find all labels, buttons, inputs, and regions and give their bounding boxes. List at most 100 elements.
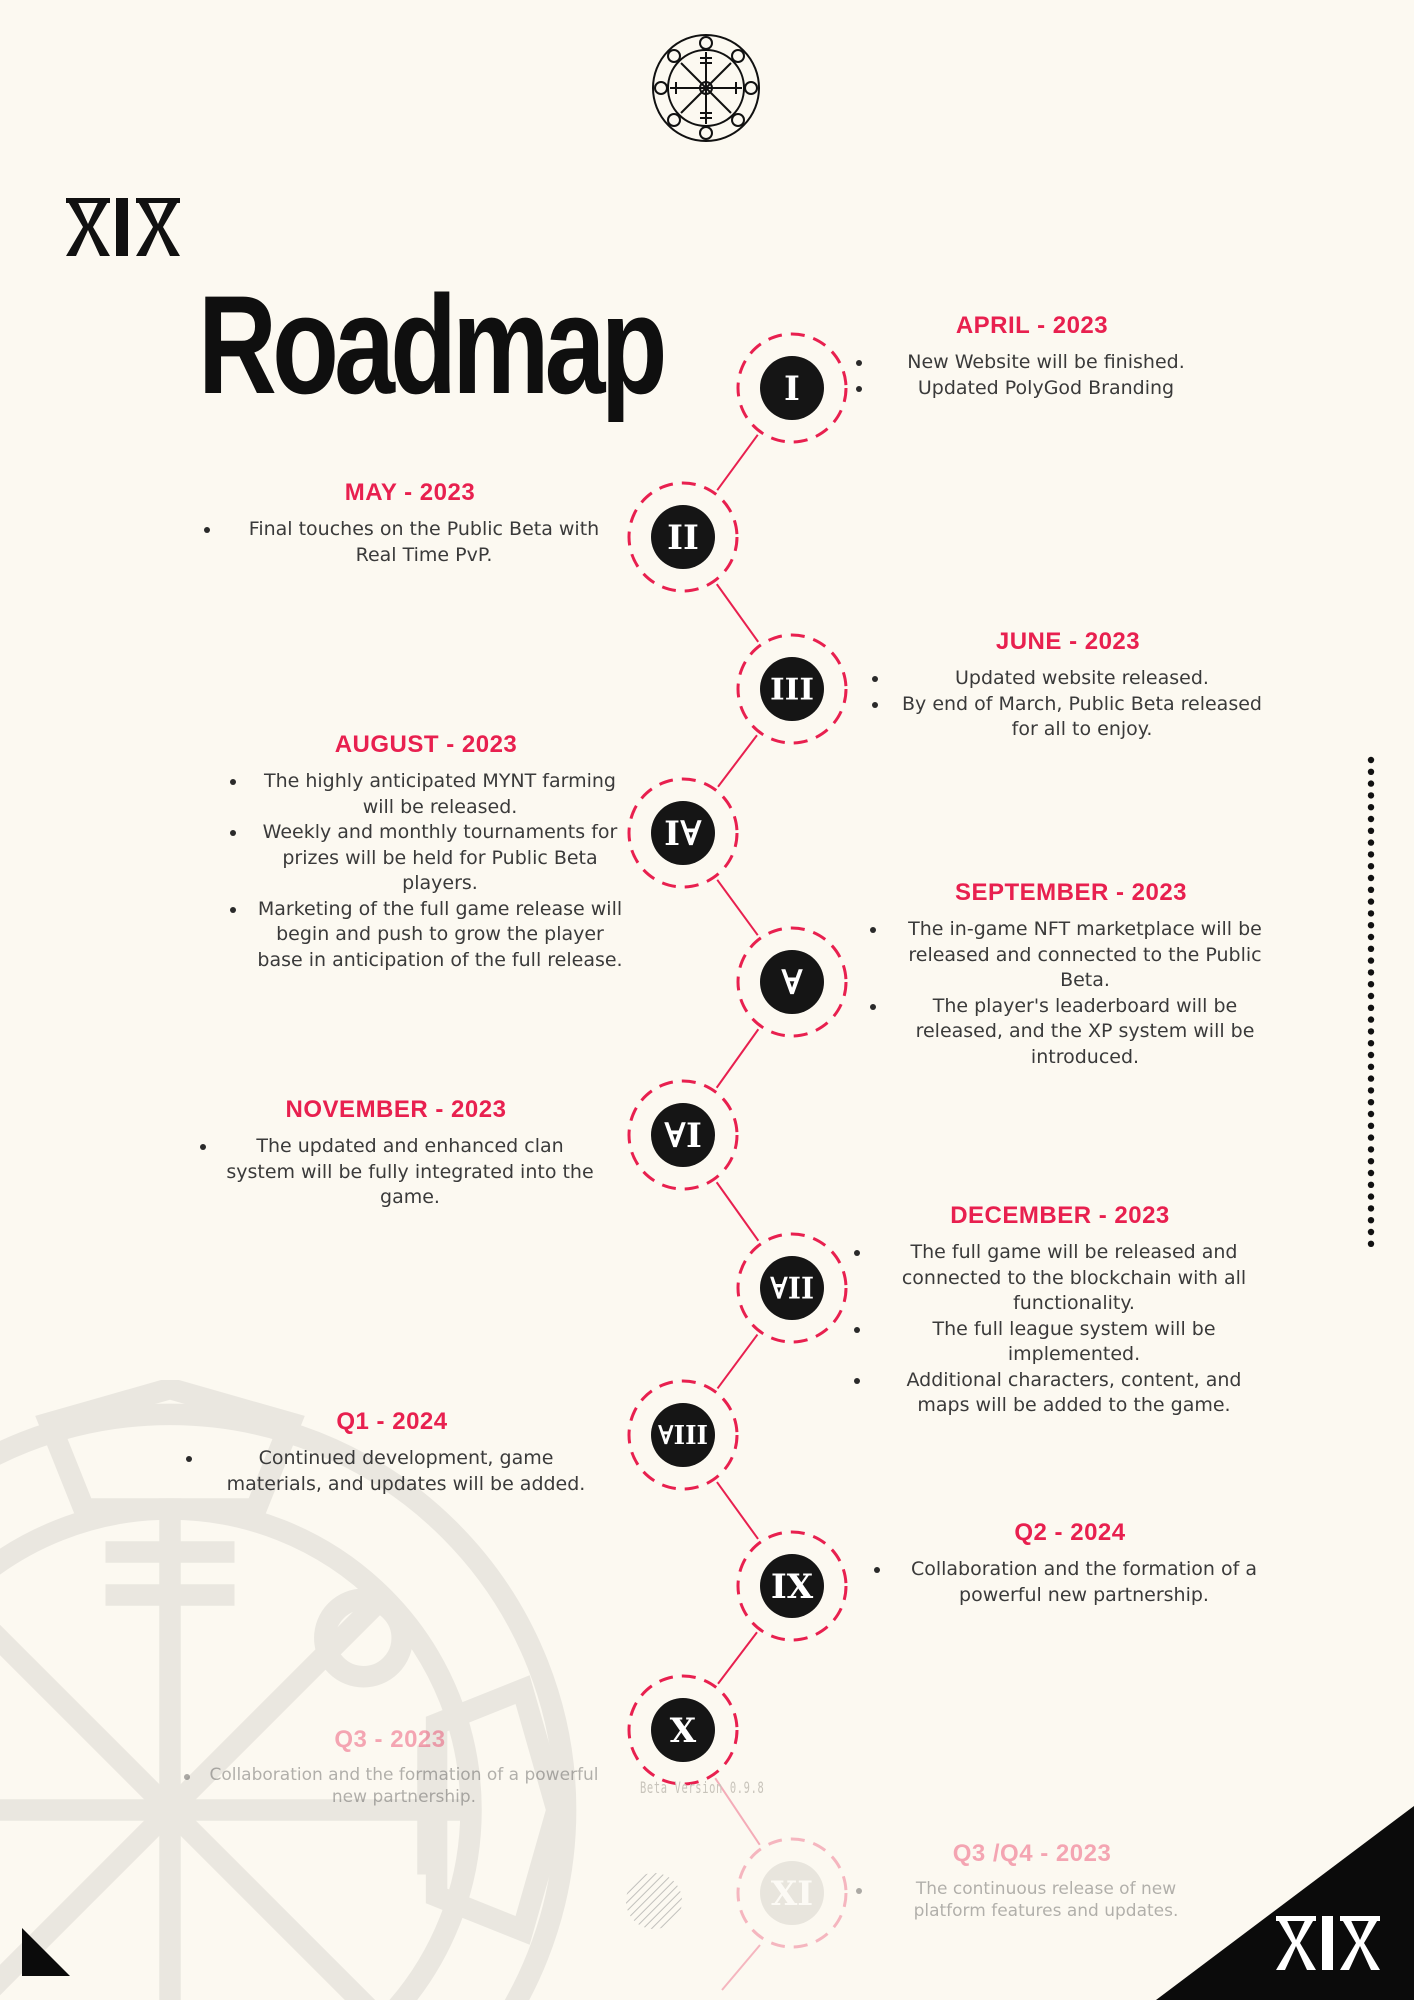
scroll-dot xyxy=(1367,910,1375,917)
node-disc xyxy=(760,1256,824,1320)
milestone: MAY - 2023 Final touches on the Public Be… xyxy=(200,479,620,568)
milestone: APRIL - 2023 New Website will be finished… xyxy=(852,312,1212,401)
timeline-connector xyxy=(716,434,759,491)
scroll-dot xyxy=(1367,1169,1375,1177)
timeline-connector xyxy=(715,583,760,643)
timeline-node: X xyxy=(627,1674,739,1786)
scroll-dot xyxy=(1367,815,1375,823)
node-disc xyxy=(651,1103,715,1167)
milestone-item: Continued development, game materials, a… xyxy=(182,1446,602,1497)
milestone-item: Updated website released. xyxy=(868,666,1268,692)
scroll-dot xyxy=(1367,969,1375,976)
vegvisir-seal-icon xyxy=(652,34,760,142)
scroll-dot xyxy=(1367,1028,1375,1035)
node-dashed-ring xyxy=(627,1079,739,1191)
hatched-circle xyxy=(626,1873,682,1929)
node-dashed-ring xyxy=(736,332,848,444)
timeline-node: III xyxy=(736,633,848,745)
timeline-connector xyxy=(717,1631,758,1685)
milestone-date: NOVEMBER - 2023 xyxy=(285,1096,507,1123)
milestone: NOVEMBER - 2023 The updated and enhanced … xyxy=(196,1096,596,1211)
node-dashed-ring xyxy=(627,777,739,889)
node-disc xyxy=(760,356,824,420)
timeline-connector xyxy=(717,734,758,788)
milestone-items: The highly anticipated MYNT farming will… xyxy=(226,769,626,973)
node-disc xyxy=(760,950,824,1014)
node-dashed-ring xyxy=(736,1837,848,1949)
node-dashed-ring xyxy=(736,1232,848,1344)
scroll-dot xyxy=(1367,1075,1375,1082)
milestone: Q3 - 2023 Collaboration and the formation… xyxy=(180,1726,600,1808)
milestone: JUNE - 2023 Updated website released. By e… xyxy=(868,628,1268,743)
timeline-connector xyxy=(715,1181,760,1242)
milestone-date: Q2 - 2024 xyxy=(1014,1519,1126,1546)
timeline-connector xyxy=(714,1777,761,1846)
node-disc xyxy=(651,1698,715,1762)
scroll-dot xyxy=(1367,981,1375,988)
timeline-connector xyxy=(715,1028,760,1089)
node-disc xyxy=(651,505,715,569)
xix-logo xyxy=(66,198,180,256)
milestone-item: New Website will be finished. xyxy=(852,350,1212,376)
node-numeral: ∀ xyxy=(781,963,803,1003)
beta-version-label: Beta Version 0.9.8 xyxy=(640,1778,765,1797)
milestone-item: Weekly and monthly tournaments for prize… xyxy=(226,820,626,897)
milestone-items: Collaboration and the formation of a pow… xyxy=(870,1557,1270,1608)
scroll-dot xyxy=(1367,1051,1375,1059)
milestone-items: Final touches on the Public Beta with Re… xyxy=(200,517,620,568)
node-disc xyxy=(651,801,715,865)
milestone-date: JUNE - 2023 xyxy=(995,628,1141,655)
milestone-item: Collaboration and the formation of a pow… xyxy=(870,1557,1270,1608)
scroll-dot xyxy=(1367,1193,1375,1200)
timeline-connector xyxy=(716,1481,759,1540)
milestone-items: Continued development, game materials, a… xyxy=(182,1446,602,1497)
node-numeral: XI xyxy=(771,1874,813,1914)
node-dashed-ring xyxy=(627,1674,739,1786)
milestone-item: The full game will be released and conne… xyxy=(850,1240,1270,1317)
scroll-dot xyxy=(1367,1122,1375,1129)
milestone: Q1 - 2024 Continued development, game mat… xyxy=(182,1408,602,1497)
scroll-dot xyxy=(1367,1134,1375,1141)
dotted-scroll-indicator xyxy=(1367,756,1375,1247)
timeline-connector xyxy=(721,1944,761,1991)
scroll-dot xyxy=(1367,933,1375,941)
milestone-items: The continuous release of new platform f… xyxy=(852,1878,1212,1922)
scroll-dot xyxy=(1367,839,1375,846)
milestone-date: APRIL - 2023 xyxy=(955,312,1109,339)
node-dashed-ring xyxy=(627,481,739,593)
milestone: Q3 /Q4 - 2023 The continuous release of n… xyxy=(852,1840,1212,1922)
milestone-items: The in-game NFT marketplace will be rele… xyxy=(866,917,1276,1070)
milestone-item: The in-game NFT marketplace will be rele… xyxy=(866,917,1276,994)
scroll-dot xyxy=(1367,851,1375,858)
milestone: AUGUST - 2023 The highly anticipated MYNT… xyxy=(226,731,626,973)
node-dashed-ring xyxy=(736,633,848,745)
milestone-item: Final touches on the Public Beta with Re… xyxy=(200,517,620,568)
scroll-dot xyxy=(1367,768,1375,775)
node-disc xyxy=(760,1861,824,1925)
scroll-dot xyxy=(1367,1217,1375,1224)
node-numeral: IX xyxy=(771,1567,814,1607)
milestone-item: Marketing of the full game release will … xyxy=(226,897,626,974)
scroll-dot xyxy=(1367,780,1375,787)
scroll-dot xyxy=(1367,1063,1375,1070)
node-disc xyxy=(760,1554,824,1618)
node-numeral: I xyxy=(784,369,800,409)
scroll-dot xyxy=(1367,1040,1375,1047)
timeline-connector xyxy=(716,879,759,936)
node-dashed-ring xyxy=(627,1379,739,1491)
scroll-dot xyxy=(1367,1240,1375,1247)
timeline-node: I∀ xyxy=(627,777,739,889)
scroll-dot xyxy=(1367,1110,1375,1118)
milestone-item: Additional characters, content, and maps… xyxy=(850,1368,1270,1419)
scroll-dot xyxy=(1367,874,1375,882)
scroll-dot xyxy=(1367,1228,1375,1236)
milestone-item: The continuous release of new platform f… xyxy=(852,1878,1212,1922)
milestone-date: SEPTEMBER - 2023 xyxy=(954,879,1188,906)
node-dashed-ring xyxy=(736,926,848,1038)
milestone-item: Updated PolyGod Branding xyxy=(852,376,1212,402)
timeline-node: ∀ xyxy=(736,926,848,1038)
timeline-connector xyxy=(716,1333,759,1390)
milestone-date: MAY - 2023 xyxy=(344,479,476,506)
